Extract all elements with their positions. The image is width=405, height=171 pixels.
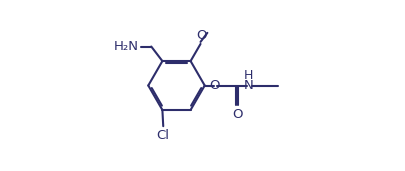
Text: H: H — [243, 69, 253, 82]
Text: H₂N: H₂N — [113, 40, 139, 53]
Text: O: O — [209, 79, 220, 92]
Text: O: O — [195, 29, 206, 42]
Text: O: O — [231, 108, 242, 121]
Text: Cl: Cl — [156, 129, 169, 142]
Text: N: N — [243, 79, 253, 92]
